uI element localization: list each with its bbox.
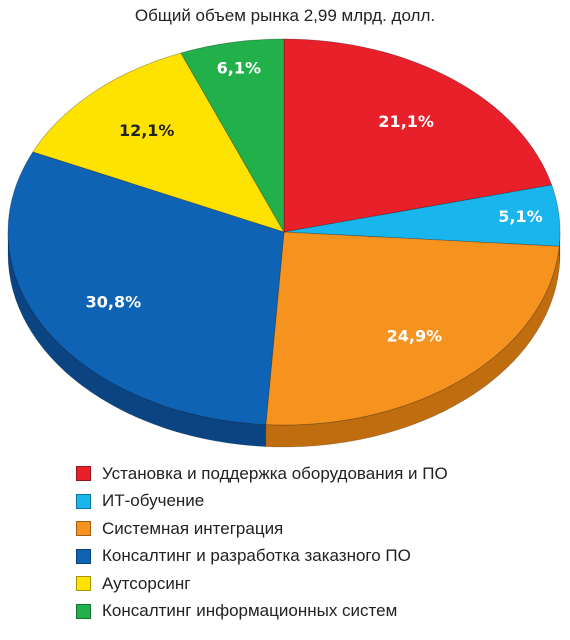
pie-slices: [7, 38, 561, 426]
slice-value-label-2: 24,9%: [387, 326, 443, 345]
legend-label: Системная интеграция: [102, 518, 284, 538]
legend-label: Аутсорсинг: [102, 573, 191, 593]
legend-swatch: [76, 493, 91, 509]
legend-swatch: [76, 603, 91, 619]
legend-label: Установка и поддержка оборудования и ПО: [102, 463, 448, 483]
pie-slice-5: [180, 38, 285, 234]
legend-swatch: [76, 576, 91, 592]
legend-label: Консалтинг и разработка заказного ПО: [102, 546, 411, 566]
legend-item-4: Аутсорсинг: [76, 570, 448, 598]
legend-swatch: [76, 521, 91, 537]
legend-label: Консалтинг информационных систем: [102, 601, 398, 621]
legend-swatch: [76, 548, 91, 564]
legend-swatch: [76, 466, 91, 482]
slice-value-label-5: 6,1%: [217, 59, 261, 78]
slice-value-label-4: 12,1%: [119, 121, 175, 140]
legend-item-5: Консалтинг информационных систем: [76, 598, 448, 626]
pie-slice-3: [7, 151, 285, 425]
slice-value-label-3: 30,8%: [86, 293, 142, 312]
slice-value-label-1: 5,1%: [498, 207, 542, 226]
pie-value-labels: 21,1% 5,1% 24,9% 30,8% 12,1% 6,1%: [86, 59, 543, 346]
pie-slice-1: [283, 184, 561, 247]
pie-slice-2: [265, 231, 560, 426]
chart-title: Общий объем рынка 2,99 млрд. долл.: [134, 6, 436, 25]
legend: Установка и поддержка оборудования и ПО И…: [76, 460, 448, 625]
legend-item-3: Консалтинг и разработка заказного ПО: [76, 543, 448, 571]
pie-slice-0: [283, 38, 553, 233]
pie-slice-4: [32, 52, 285, 233]
legend-item-1: ИТ-обучение: [76, 488, 448, 516]
legend-item-2: Системная интеграция: [76, 515, 448, 543]
legend-item-0: Установка и поддержка оборудования и ПО: [76, 460, 448, 488]
legend-label: ИТ-обучение: [102, 491, 205, 511]
pie-chart: 21,1% 5,1% 24,9% 30,8% 12,1% 6,1%: [7, 38, 561, 448]
slice-value-label-0: 21,1%: [378, 112, 434, 131]
